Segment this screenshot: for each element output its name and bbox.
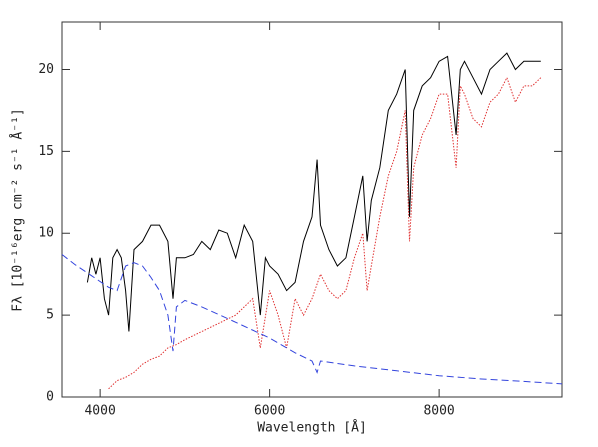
x-tick-label: 6000 [254, 404, 285, 419]
x-tick-label: 4000 [84, 404, 115, 419]
plot-frame [61, 21, 563, 398]
spectrum-line [86, 52, 541, 332]
spectrum-line [108, 76, 542, 390]
x-axis-label: Wavelength [Å] [257, 420, 367, 436]
y-tick-label: 5 [46, 308, 54, 323]
y-tick-label: 10 [38, 226, 54, 241]
y-tick-label: 20 [38, 62, 54, 77]
y-tick-label: 15 [38, 144, 54, 159]
x-tick-label: 8000 [423, 404, 454, 419]
y-axis-label: Fλ [10⁻¹⁶erg cm⁻² s⁻¹ Å⁻¹] [10, 108, 26, 312]
spectrum-line [61, 254, 563, 385]
y-tick-label: 0 [46, 390, 54, 405]
